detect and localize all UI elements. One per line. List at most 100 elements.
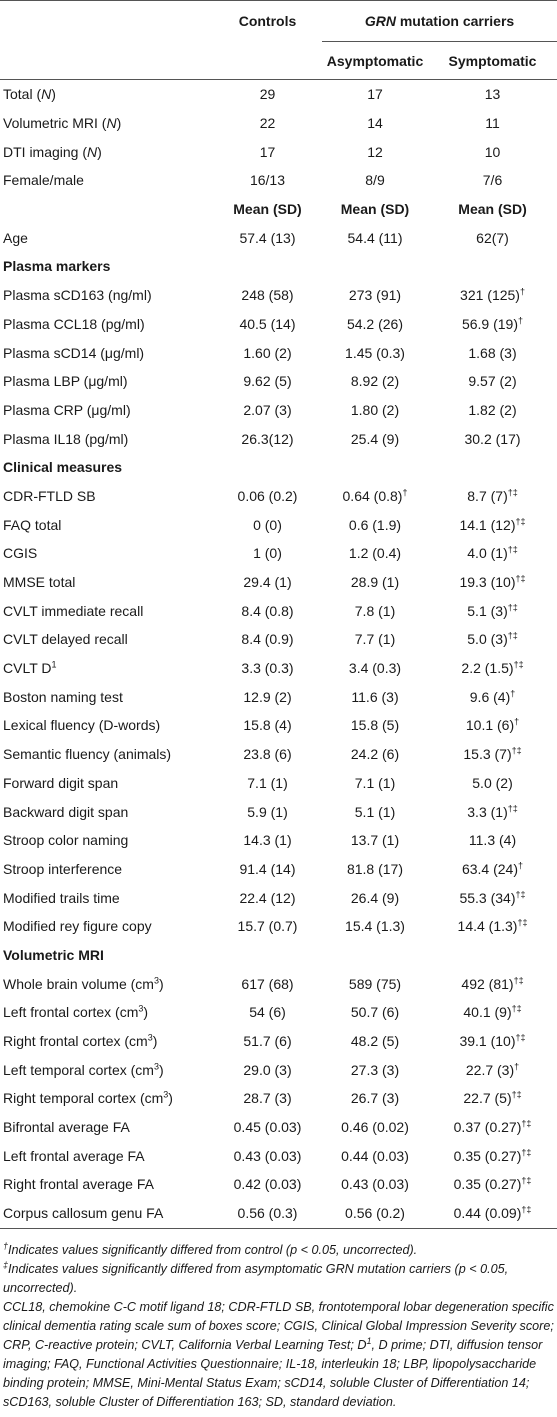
text-segment: 3.3 (1): [467, 803, 508, 820]
row-label: Plasma IL18 (pg/ml): [3, 430, 129, 447]
value-cell: 28.9 (1): [350, 574, 400, 591]
text-segment: N: [106, 115, 117, 132]
cell: [0, 195, 213, 224]
value-cell: 0.42 (0.03): [233, 1176, 302, 1193]
superscript: †‡: [521, 1175, 532, 1186]
text-segment: ): [97, 143, 102, 160]
text-segment: 2.2 (1.5): [461, 660, 514, 677]
superscript: †‡: [521, 1147, 532, 1158]
section-label: Clinical measures: [3, 459, 123, 476]
row-label: Age: [3, 229, 28, 246]
value-cell: 15.3 (7)†‡: [428, 740, 557, 769]
value-cell: 2.07 (3): [243, 401, 292, 418]
row-label: Left frontal cortex (cm3): [0, 998, 213, 1027]
stat-heading: Mean (SD): [458, 201, 527, 218]
header-row: Controls GRN mutation carriers: [0, 0, 557, 42]
text-segment: N: [87, 143, 98, 160]
value-cell: 3.4 (0.3): [348, 660, 402, 677]
text-segment: Left frontal cortex (cm: [3, 1004, 139, 1021]
superscript: †: [514, 716, 520, 727]
superscript: †: [510, 688, 516, 699]
table-row: CGIS 1 (0) 1.2 (0.4) 4.0 (1)†‡: [0, 539, 557, 568]
header-cell: Asymptomatic: [322, 41, 428, 80]
value-cell: 0.44 (0.03): [341, 1147, 409, 1164]
footnote: ‡Indicates values significantly differed…: [3, 1260, 554, 1298]
text-segment: GRN: [364, 13, 396, 29]
text-segment: ): [143, 1004, 149, 1021]
value-cell: 0.43 (0.03): [341, 1176, 409, 1193]
value-cell: 7.1 (1): [247, 774, 288, 791]
value-cell: 1.60 (2): [243, 344, 292, 361]
value-cell: 5.1 (1): [354, 803, 396, 820]
superscript: 3: [147, 1032, 153, 1043]
text-segment: 39.1 (10): [459, 1033, 516, 1050]
value-cell: 51.7 (6): [243, 1033, 292, 1050]
value-cell: 0.64 (0.8)†: [322, 482, 428, 511]
value-cell: 5.0 (3)†‡: [428, 625, 557, 654]
text-segment: 0.64 (0.8): [342, 487, 403, 504]
text-segment: Indicates values significantly differed …: [8, 1242, 418, 1257]
row-label: Total (N): [0, 80, 213, 109]
superscript: 3: [153, 975, 159, 985]
row-label: CVLT D1: [0, 654, 213, 683]
row-label: CVLT immediate recall: [3, 602, 144, 619]
superscript: †‡: [515, 516, 526, 526]
text-segment: Volumetric MRI (: [3, 115, 107, 132]
row-label: Stroop color naming: [3, 832, 129, 849]
value-cell: 4.0 (1)†‡: [428, 539, 557, 568]
header-cell: Symptomatic: [428, 41, 557, 80]
value-cell: 29.0 (3): [243, 1061, 292, 1078]
text-segment: 22.7 (5): [463, 1090, 512, 1107]
table-row: Plasma sCD14 (μg/ml) 1.60 (2) 1.45 (0.3) 1.…: [0, 338, 557, 367]
text-segment: ): [158, 975, 164, 992]
value-cell: 15.8 (5): [350, 717, 400, 734]
superscript: †‡: [513, 659, 524, 670]
value-cell: 8/9: [365, 172, 385, 189]
table-row: DTI imaging (N) 17 12 10: [0, 137, 557, 166]
value-cell: 91.4 (14): [239, 860, 296, 877]
value-cell: 7/6: [482, 172, 503, 189]
section-label: Plasma markers: [3, 258, 111, 275]
text-segment: 5.0 (3): [467, 631, 508, 648]
value-cell: 12: [367, 143, 383, 160]
row-label: Female/male: [3, 172, 84, 189]
value-cell: 11.6 (3): [351, 688, 399, 705]
row-label: DTI imaging (N): [0, 137, 213, 166]
header-group: GRN mutation carriers: [322, 0, 557, 42]
value-cell: 17: [367, 86, 383, 103]
value-cell: 1.80 (2): [350, 401, 400, 418]
table-row: Forward digit span 7.1 (1) 7.1 (1) 5.0 (2): [0, 769, 557, 798]
superscript: 1: [366, 1335, 372, 1346]
value-cell: 617 (68): [241, 975, 294, 992]
value-cell: 1.45 (0.3): [345, 344, 405, 361]
text-segment: 492 (81): [461, 975, 514, 992]
table-row: Right temporal cortex (cm3) 28.7 (3) 26.7 …: [0, 1084, 557, 1113]
header-row: Asymptomatic Symptomatic: [0, 41, 557, 80]
superscript: †‡: [507, 602, 518, 613]
value-cell: 0.46 (0.02): [341, 1119, 409, 1136]
value-cell: 23.8 (6): [243, 746, 292, 763]
text-segment: Total (: [3, 86, 42, 103]
row-label: Modified rey figure copy: [3, 918, 152, 935]
table-row: Age 57.4 (13) 54.4 (11) 62(7): [0, 223, 557, 252]
table-row: Female/male 16/13 8/9 7/6: [0, 166, 557, 195]
text-segment: 15.3 (7): [463, 746, 512, 763]
value-cell: 0.6 (1.9): [348, 516, 402, 533]
value-cell: 26.4 (9): [350, 889, 400, 906]
text-segment: 0.35 (0.27): [453, 1147, 522, 1164]
value-cell: 2.2 (1.5)†‡: [428, 654, 557, 683]
row-label: Right frontal average FA: [3, 1176, 154, 1193]
value-cell: 9.6 (4)†: [428, 682, 557, 711]
value-cell: 248 (58): [241, 287, 294, 304]
table-row: Volumetric MRI (N) 22 14 11: [0, 109, 557, 138]
header-cell: [213, 41, 322, 80]
row-label: FAQ total: [3, 516, 62, 533]
value-cell: 0.43 (0.03): [233, 1147, 302, 1164]
table-row: Volumetric MRI: [0, 941, 557, 970]
table-row: Boston naming test 12.9 (2) 11.6 (3) 9.6 (4…: [0, 682, 557, 711]
table-row: Plasma CCL18 (pg/ml) 40.5 (14) 54.2 (26) 56…: [0, 310, 557, 339]
table-row: Modified trails time 22.4 (12) 26.4 (9) 55.…: [0, 883, 557, 912]
text-segment: 56.9 (19): [461, 315, 519, 332]
text-segment: mutation carriers: [395, 13, 515, 29]
